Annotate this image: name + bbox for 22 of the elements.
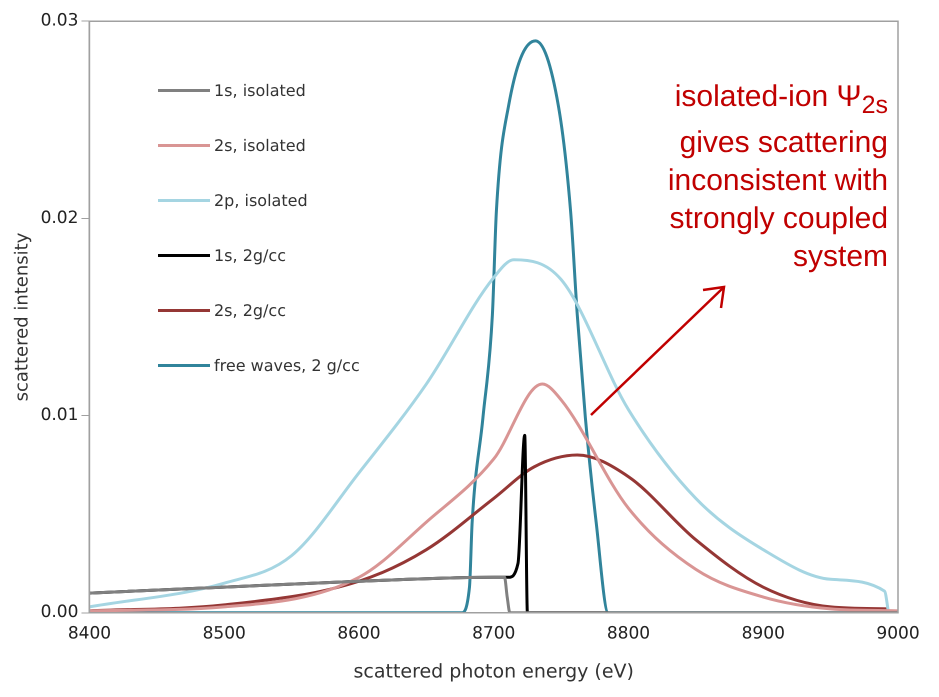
- x-axis-title: scattered photon energy (eV): [354, 660, 634, 683]
- annotation: isolated-ion Ψ$_{2s}$ gives scattering inconsistent with strongly coupled system: [666, 79, 888, 275]
- legend-label: free waves, 2 g/cc: [214, 356, 360, 375]
- line-series: [89, 576, 898, 613]
- x-tick-label: 8900: [742, 623, 785, 644]
- y-axis-title: scattered intensity: [11, 232, 32, 402]
- y-tick-label: 0.02: [40, 208, 78, 228]
- legend-label: 1s, isolated: [214, 81, 306, 100]
- y-tick-label: 0.03: [40, 10, 78, 31]
- y-tick-label: 0.00: [40, 602, 78, 622]
- x-tick-label: 9000: [876, 623, 920, 644]
- line-series: [89, 382, 898, 612]
- legend-label: 1s, 2g/cc: [214, 246, 286, 265]
- legend-label: 2s, 2g/cc: [214, 301, 286, 320]
- y-tick-label: 0.01: [40, 405, 78, 426]
- x-tick-label: 8800: [606, 623, 650, 644]
- legend-label: 2p, isolated: [214, 191, 308, 210]
- x-tick-label: 8700: [472, 623, 516, 644]
- x-tick-label: 8500: [202, 623, 246, 644]
- x-tick-label: 8600: [337, 623, 381, 644]
- x-tick-label: 8400: [68, 623, 112, 644]
- legend-label: 2s, isolated: [214, 136, 306, 155]
